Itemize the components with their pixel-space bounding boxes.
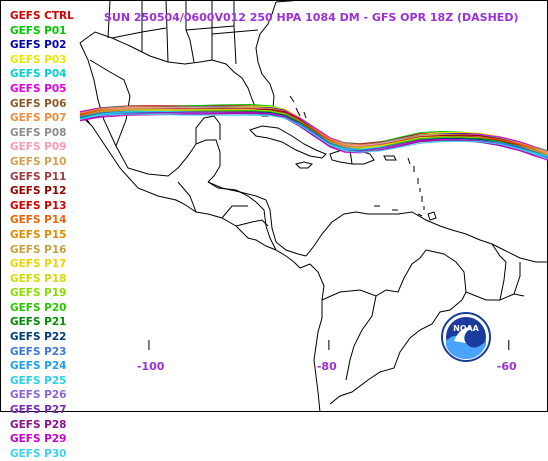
legend-item: GEFS P16	[10, 243, 67, 256]
legend-item: GEFS P02	[10, 39, 67, 52]
ensemble-contours	[79, 103, 548, 161]
legend-item: GEFS P05	[10, 82, 67, 95]
longitude-label: -60	[496, 360, 517, 373]
legend-item: GEFS P04	[10, 68, 67, 81]
legend-item: GEFS P11	[10, 170, 67, 183]
legend-item: GEFS P26	[10, 389, 67, 402]
coastlines	[79, 0, 548, 412]
legend-item: GEFS P22	[10, 331, 67, 344]
map-header-title: SUN 250504/0600V012 250 HPA 1084 DM - GF…	[104, 11, 519, 24]
legend-item: GEFS P30	[10, 447, 67, 460]
legend-item: GEFS P17	[10, 258, 67, 271]
noaa-logo-text: NOAA	[453, 324, 479, 333]
legend-item: GEFS P14	[10, 214, 67, 227]
longitude-label: -80	[316, 360, 337, 373]
legend-item: GEFS P12	[10, 185, 67, 198]
legend-item: GEFS P20	[10, 301, 67, 314]
legend-item: GEFS P21	[10, 316, 67, 329]
legend-item: GEFS P07	[10, 112, 67, 125]
legend-item: GEFS P24	[10, 360, 67, 373]
legend-item: GEFS P18	[10, 272, 67, 285]
ensemble-legend: GEFS CTRL GEFS P01 GEFS P02 GEFS P03 GEFS P0…	[10, 9, 74, 461]
legend-item: GEFS P10	[10, 155, 67, 168]
legend-item: GEFS P27	[10, 404, 67, 417]
legend-item: GEFS P09	[10, 141, 67, 154]
legend-item: GEFS P06	[10, 97, 67, 110]
legend-item: GEFS P13	[10, 199, 67, 212]
legend-item: GEFS P01	[10, 24, 67, 37]
legend-item: GEFS P29	[10, 433, 67, 446]
legend-item: GEFS CTRL	[10, 10, 74, 22]
contour-line	[79, 113, 548, 160]
legend-item: GEFS P19	[10, 287, 67, 300]
legend-item: GEFS P28	[10, 418, 67, 431]
legend-item: GEFS P03	[10, 53, 67, 66]
legend-item: GEFS P08	[10, 126, 67, 139]
longitude-ticks	[148, 340, 510, 350]
map-canvas	[0, 0, 548, 412]
legend-item: GEFS P23	[10, 345, 67, 358]
legend-item: GEFS P15	[10, 228, 67, 241]
longitude-label: -100	[136, 360, 165, 373]
noaa-logo-icon: NOAA	[440, 311, 492, 367]
legend-item: GEFS P25	[10, 374, 67, 387]
